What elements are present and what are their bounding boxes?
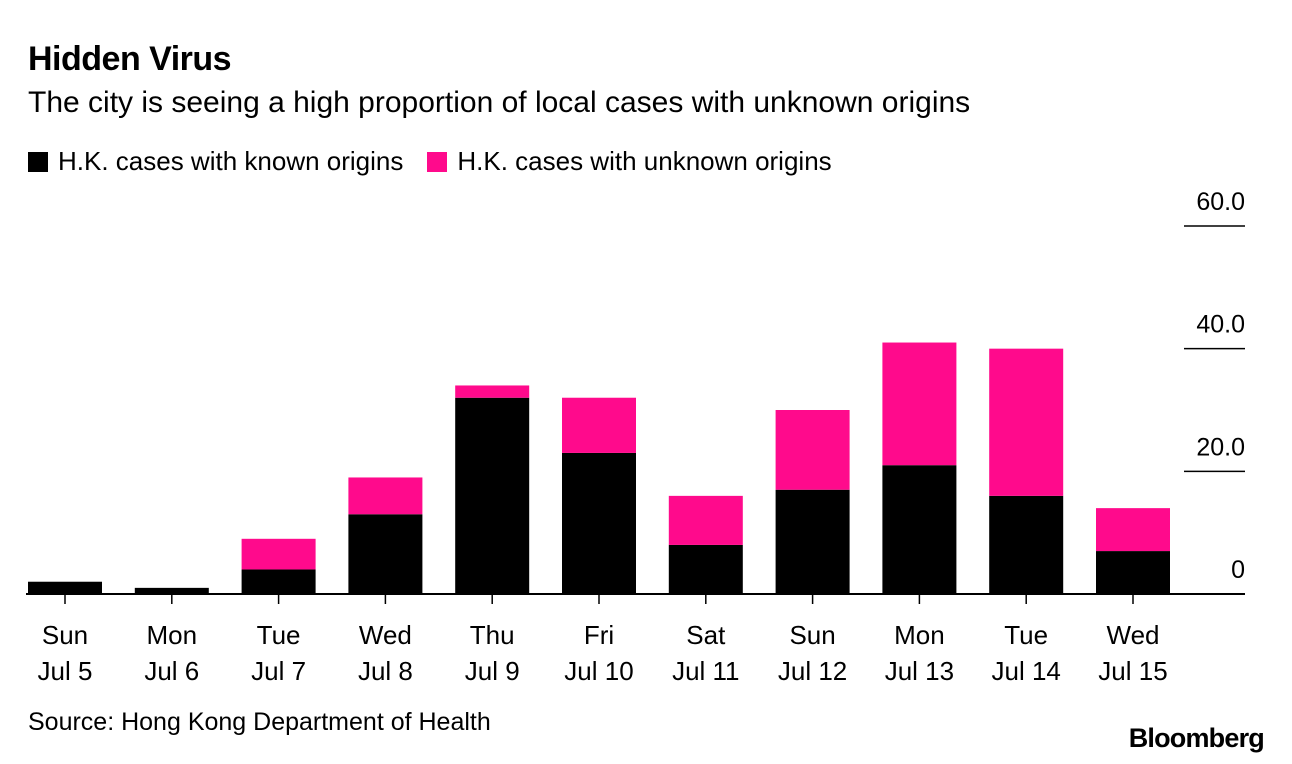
x-tick-label-date-3: Jul 8 (358, 656, 413, 686)
legend-item-unknown: H.K. cases with unknown origins (427, 146, 832, 177)
x-tick-label-date-6: Jul 11 (672, 656, 739, 686)
x-tick-label-date-5: Jul 10 (564, 656, 633, 686)
legend-label-unknown: H.K. cases with unknown origins (457, 146, 832, 176)
bar-known-6 (668, 544, 743, 594)
x-tick-label-day-3: Wed (359, 620, 412, 650)
chart-subtitle: The city is seeing a high proportion of … (28, 86, 971, 119)
bar-unknown-5 (562, 397, 636, 453)
y-tick-label-0: 0 (1231, 556, 1245, 584)
bar-known-0 (28, 581, 102, 594)
x-tick-label-day-10: Wed (1107, 620, 1160, 650)
bar-unknown-3 (348, 477, 423, 515)
x-tick-label-day-7: Sun (789, 620, 835, 650)
bar-known-8 (882, 465, 957, 594)
bar-unknown-8 (882, 342, 957, 466)
x-tick-label-date-4: Jul 9 (465, 656, 520, 686)
source-note: Source: Hong Kong Department of Health (28, 708, 491, 736)
x-tick-label-date-7: Jul 12 (778, 656, 847, 686)
x-tick-label-date-2: Jul 7 (251, 656, 306, 686)
x-tick-label-day-4: Thu (470, 620, 515, 650)
y-tick-label-60: 60.0 (1196, 188, 1245, 216)
legend-swatch-known (28, 151, 48, 172)
bar-unknown-7 (775, 410, 850, 490)
x-tick-label-day-5: Fri (584, 620, 614, 650)
bar-unknown-6 (668, 495, 743, 545)
x-tick-label-day-9: Tue (1004, 620, 1048, 650)
x-tick-label-day-1: Mon (147, 620, 198, 650)
x-tick-label-day-0: Sun (42, 620, 88, 650)
bar-unknown-10 (1096, 508, 1170, 552)
x-tick-label-date-9: Jul 14 (992, 656, 1061, 686)
y-tick-label-20: 20.0 (1196, 433, 1245, 461)
bar-known-1 (134, 587, 209, 594)
legend: H.K. cases with known origins H.K. cases… (28, 146, 856, 177)
x-tick-label-date-0: Jul 5 (38, 656, 93, 686)
bloomberg-logo: Bloomberg (1128, 723, 1265, 753)
x-tick-label-day-8: Mon (894, 620, 945, 650)
legend-item-known: H.K. cases with known origins (28, 146, 403, 177)
bar-known-2 (241, 569, 316, 594)
bar-known-7 (775, 489, 850, 594)
x-tick-label-date-1: Jul 6 (144, 656, 199, 686)
bar-known-9 (989, 495, 1064, 594)
bar-unknown-9 (989, 348, 1064, 496)
bar-known-4 (455, 397, 530, 594)
x-tick-label-day-6: Sat (686, 620, 726, 650)
x-tick-label-date-10: Jul 15 (1098, 656, 1167, 686)
bar-unknown-2 (241, 538, 316, 570)
legend-swatch-unknown (427, 151, 448, 172)
x-tick-label-day-2: Tue (257, 620, 301, 650)
bar-known-3 (348, 514, 423, 594)
chart-title: Hidden Virus (28, 40, 232, 78)
bar-known-10 (1096, 551, 1170, 594)
legend-label-known: H.K. cases with known origins (58, 146, 404, 176)
x-tick-label-date-8: Jul 13 (885, 656, 954, 686)
y-tick-label-40: 40.0 (1196, 311, 1245, 339)
bar-known-5 (562, 452, 636, 594)
bar-unknown-4 (455, 385, 530, 398)
